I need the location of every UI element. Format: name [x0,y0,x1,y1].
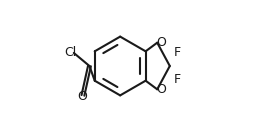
Text: O: O [77,90,87,103]
Text: F: F [173,46,180,59]
Text: F: F [173,73,180,86]
Text: O: O [156,83,166,96]
Text: Cl: Cl [65,46,77,59]
Text: O: O [156,36,166,49]
